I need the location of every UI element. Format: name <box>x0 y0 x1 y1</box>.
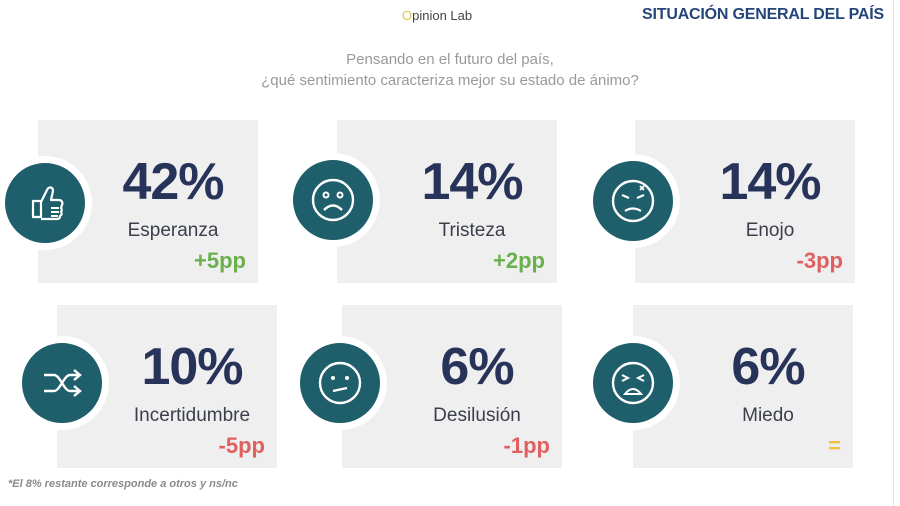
sentiment-change: -5pp <box>218 433 265 458</box>
thumbs-up-icon <box>31 186 64 221</box>
logo-text: pinion Lab <box>412 8 473 23</box>
sad-face-icon <box>311 178 355 222</box>
question-line-2: ¿qué sentimiento caracteriza mejor su es… <box>261 72 639 89</box>
scared-face-icon-badge <box>586 336 680 430</box>
sentiment-percent: 10% <box>141 338 243 396</box>
sentiment-change: = <box>828 433 841 458</box>
angry-face-icon-badge <box>586 154 680 248</box>
question-line-1: Pensando en el futuro del país, <box>346 51 554 68</box>
sentiment-label: Tristeza <box>438 220 506 241</box>
sentiment-percent: 14% <box>421 153 523 211</box>
page-title: SITUACIÓN GENERAL DEL PAÍS <box>642 6 884 23</box>
sentiment-percent: 42% <box>122 153 224 211</box>
shuffle-icon <box>44 369 82 397</box>
sentiment-percent: 14% <box>719 153 821 211</box>
sentiment-percent: 6% <box>440 338 514 396</box>
sentiment-label: Enojo <box>745 220 795 241</box>
sentiment-change: -3pp <box>796 248 843 273</box>
angry-face-icon <box>611 179 655 223</box>
sentiment-percent: 6% <box>731 338 805 396</box>
slide-edge <box>893 0 894 506</box>
sentiment-label: Desilusión <box>433 405 521 426</box>
sentiment-change: -1pp <box>503 433 550 458</box>
neutral-face-icon-badge <box>293 336 387 430</box>
neutral-face-icon <box>318 361 362 405</box>
sentiment-label: Miedo <box>742 405 794 426</box>
sentiment-label: Esperanza <box>127 220 219 241</box>
thumbs-up-icon-badge <box>0 156 92 250</box>
shuffle-icon-badge <box>15 336 109 430</box>
scared-face-icon <box>611 361 655 405</box>
sentiment-change: +2pp <box>493 248 545 273</box>
sentiment-change: +5pp <box>194 248 246 273</box>
footnote: *El 8% restante corresponde a otros y ns… <box>8 478 238 490</box>
survey-question: Pensando en el futuro del país, ¿qué sen… <box>0 49 900 91</box>
sad-face-icon-badge <box>286 153 380 247</box>
opinion-lab-logo: Opinion Lab <box>402 8 473 23</box>
sentiment-label: Incertidumbre <box>133 405 251 426</box>
